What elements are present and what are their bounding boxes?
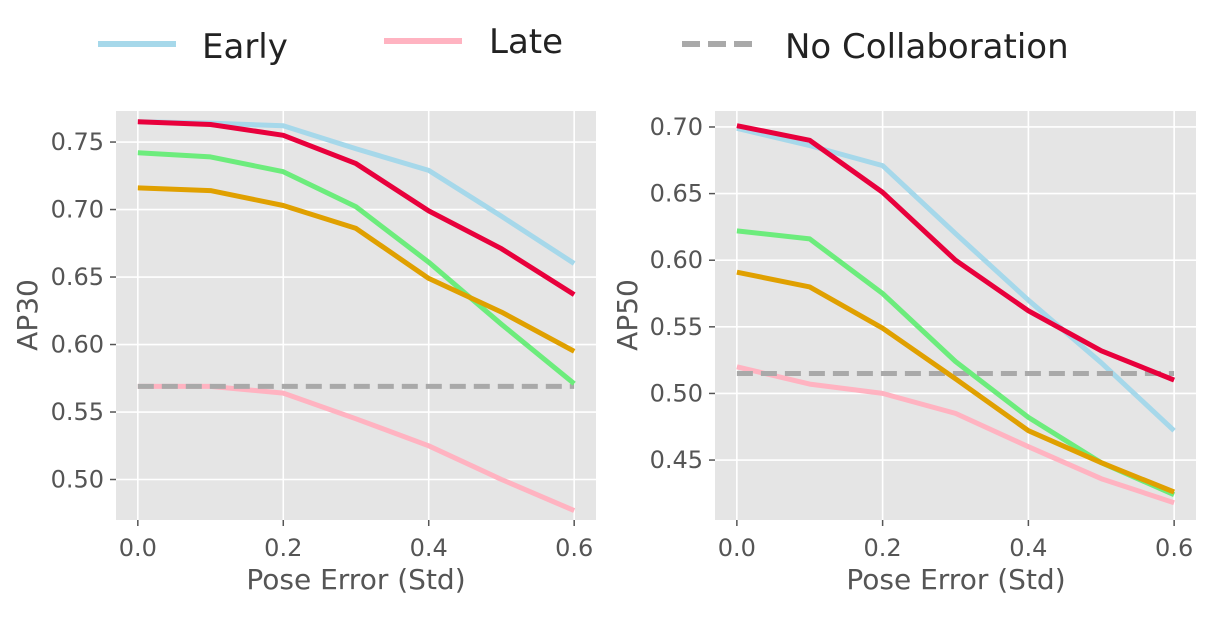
series-line-series-6 xyxy=(137,119,576,297)
y-tick-label: 0.45 xyxy=(650,446,703,474)
series-line-late xyxy=(736,364,1175,506)
plot-background xyxy=(116,111,596,520)
x-axis-label: Pose Error (Std) xyxy=(246,563,465,596)
x-tick-label: 0.0 xyxy=(119,534,157,562)
y-tick-label: 0.60 xyxy=(650,246,703,274)
series-lines xyxy=(736,123,1176,506)
x-tick-labels: 0.0 0.2 0.4 0.6 xyxy=(119,534,594,562)
series-line-series-4 xyxy=(137,150,576,386)
y-tick-label: 0.50 xyxy=(51,466,104,494)
series-line-early xyxy=(736,125,1176,433)
series-lines xyxy=(137,119,576,513)
gridlines xyxy=(110,111,596,526)
y-tick-label: 0.60 xyxy=(51,331,104,359)
legend: Early Late No Collaboration xyxy=(98,22,1069,67)
x-tick-label: 0.6 xyxy=(1155,534,1193,562)
x-tick-label: 0.4 xyxy=(410,534,448,562)
x-tick-label: 0.4 xyxy=(1009,534,1047,562)
y-tick-label: 0.55 xyxy=(650,313,703,341)
y-tick-label: 0.55 xyxy=(51,398,104,426)
gridlines xyxy=(709,111,1196,526)
x-tick-label: 0.6 xyxy=(555,534,593,562)
y-tick-labels: 0.45 0.50 0.55 0.60 0.65 0.70 xyxy=(650,113,703,474)
x-tick-label: 0.2 xyxy=(864,534,902,562)
y-axis-label: AP30 xyxy=(11,279,44,351)
series-line-series-6 xyxy=(736,123,1176,383)
ap50-chart: 0.0 0.2 0.4 0.6 0.45 0.50 0.55 0.60 0.65 0.70 Po… xyxy=(611,111,1196,596)
legend-label-late: Late xyxy=(489,22,563,62)
y-tick-label: 0.70 xyxy=(51,196,104,224)
y-tick-labels: 0.50 0.55 0.60 0.65 0.70 0.75 xyxy=(51,128,104,493)
x-tick-label: 0.0 xyxy=(718,534,756,562)
ap30-chart: 0.0 0.2 0.4 0.6 0.50 0.55 0.60 0.65 0.70 0.75 Po… xyxy=(11,111,596,596)
series-line-series-5 xyxy=(137,185,576,354)
y-tick-label: 0.50 xyxy=(650,379,703,407)
y-tick-label: 0.65 xyxy=(650,180,703,208)
legend-label-early: Early xyxy=(202,27,288,67)
series-line-series-5 xyxy=(736,269,1176,495)
x-tick-labels: 0.0 0.2 0.4 0.6 xyxy=(718,534,1193,562)
legend-label-no-collaboration: No Collaboration xyxy=(785,27,1069,67)
plot-background xyxy=(715,111,1196,520)
x-axis-label: Pose Error (Std) xyxy=(846,563,1065,596)
y-axis-label: AP50 xyxy=(611,279,644,351)
y-tick-label: 0.75 xyxy=(51,128,104,156)
y-tick-label: 0.70 xyxy=(650,113,703,141)
x-tick-label: 0.2 xyxy=(264,534,302,562)
y-tick-label: 0.65 xyxy=(51,263,104,291)
